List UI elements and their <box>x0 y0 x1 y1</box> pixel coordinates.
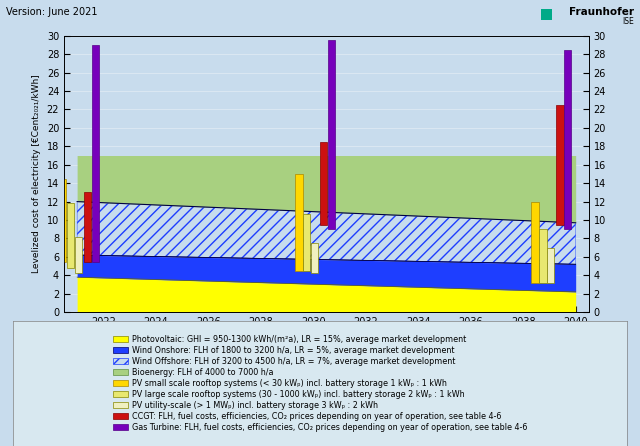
Bar <box>564 50 572 229</box>
Bar <box>67 203 74 268</box>
Y-axis label: Levelized cost of electricity [€Cent₂₀₂₁/kWh]: Levelized cost of electricity [€Cent₂₀₂₁… <box>32 74 41 273</box>
Bar <box>75 237 82 273</box>
Bar <box>84 192 92 261</box>
Bar <box>531 202 539 283</box>
Bar <box>59 178 67 261</box>
Bar <box>311 243 318 273</box>
Text: ISE: ISE <box>622 17 634 25</box>
Bar <box>320 142 328 225</box>
Bar <box>303 214 310 271</box>
Bar <box>295 174 303 271</box>
Bar <box>540 229 547 283</box>
Bar <box>328 40 335 229</box>
Text: Version: June 2021: Version: June 2021 <box>6 7 98 17</box>
Text: Fraunhofer: Fraunhofer <box>568 7 634 17</box>
Bar <box>556 105 564 225</box>
Legend: Photovoltaic: GHI = 950-1300 kWh/(m²a), LR = 15%, average market development, Wi: Photovoltaic: GHI = 950-1300 kWh/(m²a), … <box>111 333 529 434</box>
Bar <box>547 248 554 283</box>
Bar <box>92 45 99 261</box>
